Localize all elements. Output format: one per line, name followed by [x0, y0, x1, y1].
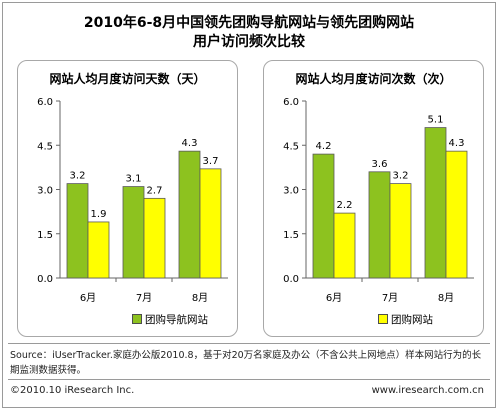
legend-item-groupbuy-sites: 团购网站 [378, 312, 488, 326]
legend-label-navigation-sites: 团购导航网站 [145, 314, 208, 326]
bar-value-label: 2.7 [147, 185, 163, 196]
divider-top [8, 343, 490, 344]
x-category-label: 6月 [326, 292, 342, 304]
y-tick-label: 0.0 [37, 274, 53, 285]
y-tick-label: 4.5 [283, 141, 299, 152]
y-tick-label: 3.0 [37, 186, 53, 197]
bar-value-label: 3.6 [372, 159, 388, 170]
bar-value-label: 4.2 [316, 141, 332, 152]
bar-value-label: 4.3 [182, 138, 198, 149]
panel-title-visit-times: 网站人均月度访问次数（次） [295, 72, 452, 86]
bar-value-label: 1.9 [91, 209, 107, 220]
chart-visit-days: 0.0 1.5 3.0 4.5 6.0 3.2 1.9 6月 3.1 2.7 7月 4.3 3.7 8月 [37, 97, 228, 304]
chart-visit-times: 0.0 1.5 3.0 4.5 6.0 4.2 2.2 6月 3.6 3.2 7月 5.1 4.3 8月 [283, 97, 474, 304]
y-tick-label: 6.0 [37, 97, 53, 108]
bar [66, 183, 89, 279]
x-category-label: 8月 [192, 292, 208, 304]
bar-value-label: 3.1 [126, 174, 142, 185]
bar [445, 150, 468, 279]
legend-item-navigation-sites: 团购导航网站 [132, 312, 242, 326]
y-tick-label: 1.5 [37, 230, 53, 241]
website-link[interactable]: www.iresearch.com.cn [371, 385, 484, 396]
chart-subtitle: 用户访问频次比较 [193, 34, 305, 50]
y-tick-label: 1.5 [283, 230, 299, 241]
bar-value-label: 3.7 [203, 156, 219, 167]
bar [312, 153, 335, 279]
bar-value-label: 4.3 [449, 138, 465, 149]
panel-visit-times: 网站人均月度访问次数（次） 0.0 1.5 3.0 4.5 6.0 4.2 2.2 6月 3.6… [263, 60, 484, 337]
panel-title-visit-days: 网站人均月度访问天数（天） [49, 72, 206, 86]
divider-bottom [8, 379, 490, 380]
panel-visit-days: 网站人均月度访问天数（天） 0.0 1.5 3.0 4.5 6.0 3.2 1.9 6月 3.1… [17, 60, 238, 337]
legend-swatch-yellow [378, 314, 388, 324]
bar [178, 150, 201, 279]
x-category-label: 8月 [438, 292, 454, 304]
source-note: Source：iUserTracker.家庭办公版2010.8，基于对20万名家… [10, 350, 482, 376]
copyright-text: ©2010.10 iResearch Inc. [10, 385, 135, 396]
legend-swatch-green [132, 314, 142, 324]
y-tick-label: 3.0 [283, 186, 299, 197]
bar [424, 127, 447, 279]
bar-value-label: 3.2 [70, 171, 86, 182]
y-tick-label: 6.0 [283, 97, 299, 108]
bar [87, 221, 110, 279]
x-category-label: 7月 [136, 292, 152, 304]
bar-value-label: 5.1 [428, 115, 444, 126]
bar [389, 183, 412, 279]
x-category-label: 6月 [80, 292, 96, 304]
chart-title: 2010年6-8月中国领先团购导航网站与领先团购网站 [83, 15, 415, 31]
bar [122, 186, 145, 279]
y-tick-label: 0.0 [283, 274, 299, 285]
legend-label-groupbuy-sites: 团购网站 [391, 314, 433, 326]
bar-value-label: 3.2 [393, 171, 409, 182]
y-tick-label: 4.5 [37, 141, 53, 152]
x-category-label: 7月 [382, 292, 398, 304]
bar-value-label: 2.2 [337, 200, 353, 211]
bar [333, 212, 356, 279]
bar [199, 168, 222, 279]
bar [143, 197, 166, 279]
bar [368, 171, 391, 279]
